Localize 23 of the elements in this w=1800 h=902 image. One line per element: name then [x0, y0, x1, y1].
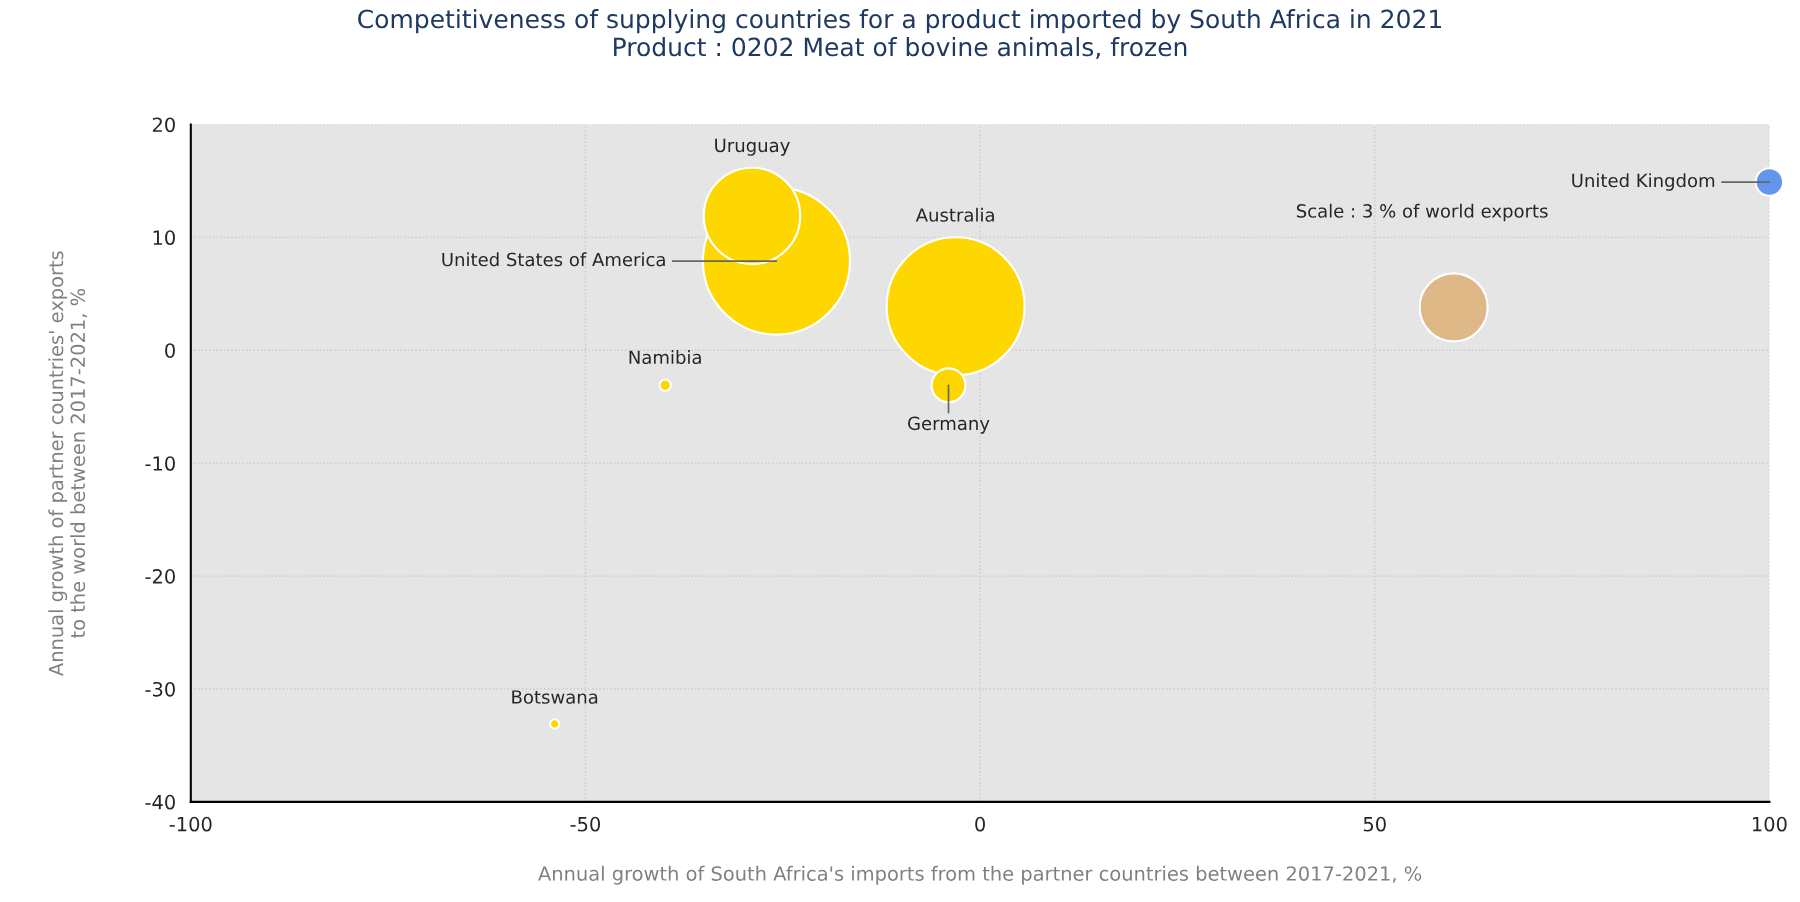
x-tick-label: 0 [975, 816, 985, 832]
y-tick-label: -10 [145, 456, 175, 471]
y-tick-label: -30 [145, 681, 175, 697]
y-tick-label: -20 [145, 569, 175, 584]
text: United Kingdom [1572, 173, 1715, 191]
x-axis-title: Annual growth of South Africa's imports from the partner countries between 2017-2021, % [538, 865, 1422, 885]
y-axis-title: Annual growth of partner countries' exports to the world between 2017-2021, % [48, 251, 88, 676]
series-label: Uruguay [715, 138, 790, 156]
annotation: Scale : 3 % of world exports [1296, 203, 1548, 222]
x-tick-label: -50 [570, 816, 601, 832]
y-tick-label: 0 [165, 343, 175, 358]
series-label: Botswana [512, 690, 598, 704]
series-label: Australia [915, 207, 994, 222]
x-tick-label: 100 [1752, 816, 1787, 832]
y-tick-label: 10 [153, 230, 175, 246]
text: United States of America [442, 252, 665, 267]
chart-title: Competitiveness of supplying countries for a product imported by South Africa in 2021 Product : 0202 Meat of bovine animals, frozen [358, 9, 1441, 59]
x-tick-label: 50 [1363, 816, 1386, 832]
series-label: Namibia [629, 350, 701, 365]
x-tick-label: -100 [169, 816, 212, 832]
y-tick-label: -40 [145, 794, 175, 810]
y-tick-label: 20 [152, 117, 175, 133]
series-label: Germany [908, 416, 990, 434]
